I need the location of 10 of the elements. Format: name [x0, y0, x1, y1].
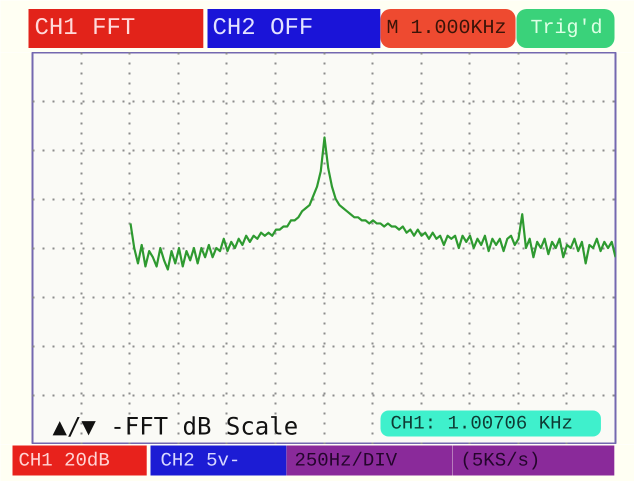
text: CH2 5v-: [160, 450, 240, 472]
text: Trig'd: [530, 17, 603, 40]
text: CH1 20dB: [18, 450, 110, 472]
text: CH2 OFF: [212, 15, 314, 42]
annotation: CH1: 1.00706 KHz: [390, 412, 573, 434]
text: CH1 FFT: [34, 15, 136, 42]
text: (5KS/s): [460, 450, 540, 472]
text: 250Hz/DIV: [294, 450, 398, 472]
text: M 1.000KHz: [386, 17, 507, 40]
annotation: ▲/▼ -FFT dB Scale: [52, 412, 298, 440]
